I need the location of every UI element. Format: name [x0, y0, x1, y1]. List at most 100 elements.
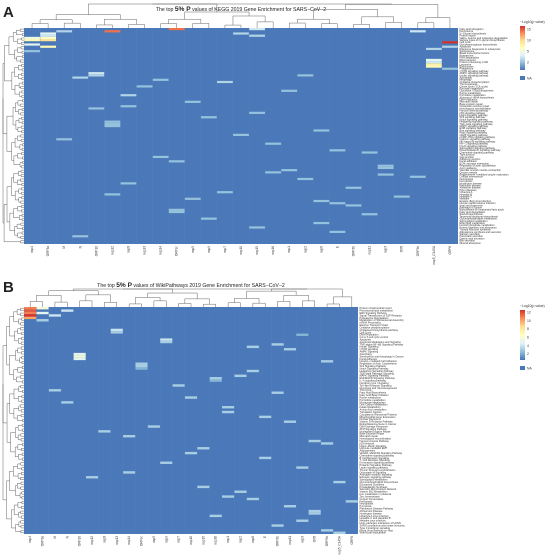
row-label: mTOR signaling — [360, 347, 379, 351]
row-label: Cell cycle — [460, 40, 472, 44]
column-dendrogram-branch — [48, 290, 99, 296]
heatmap-cell — [73, 357, 86, 361]
row-dendrogram-branch — [9, 212, 15, 232]
legend-na-label: NA — [527, 77, 532, 81]
heatmap-cell — [72, 235, 89, 238]
row-label: SARS coronavirus and innate immunity — [360, 523, 406, 527]
row-label: Mineral absorption — [460, 241, 482, 245]
chart-title-emphasis: 5% P — [116, 282, 132, 289]
row-label: Vitamin D Receptor Pathway — [360, 420, 394, 424]
heatmap-cell — [24, 43, 40, 46]
heatmap-cell — [222, 410, 235, 414]
column-dendrogram-branch — [73, 288, 173, 294]
heatmap-cell — [184, 197, 201, 200]
legend-tick-label: 5 — [527, 49, 529, 53]
heatmap-cell — [24, 36, 40, 40]
heatmap-cell — [333, 480, 346, 484]
heatmap-cell — [426, 47, 442, 51]
heatmap-cell — [329, 149, 346, 152]
row-label: Parkinson disease — [460, 183, 482, 187]
heatmap-cell — [200, 217, 217, 220]
row-dendrogram-branch — [18, 512, 22, 518]
row-label: Sphingolipid Metabolism — [360, 478, 388, 482]
heatmap-cell — [120, 94, 137, 97]
row-label: Lysosome — [460, 62, 472, 66]
row-label: NF−kappa B signaling pathway — [460, 139, 497, 143]
row-label: Hypoxia−mediated EMT — [360, 446, 388, 450]
heatmap-cell — [426, 65, 442, 68]
row-dendrogram-branch — [21, 165, 24, 169]
column-dendrogram-branch — [271, 288, 343, 297]
row-label: Peroxisome — [460, 29, 474, 33]
row-dendrogram-branch — [21, 472, 24, 476]
row-dendrogram-branch — [21, 209, 24, 213]
row-dendrogram-branch — [21, 121, 24, 125]
row-dendrogram-branch — [20, 530, 24, 534]
heatmap-cell — [296, 519, 309, 522]
heatmap-cell — [393, 195, 410, 198]
column-dendrogram-branch — [79, 300, 93, 307]
row-label: DNA replication — [460, 98, 478, 102]
heatmap-cell — [88, 74, 105, 77]
row-dendrogram-branch — [22, 81, 24, 85]
heatmap-cell — [249, 226, 265, 229]
column-dendrogram-branch — [31, 23, 49, 28]
row-dendrogram-branch — [20, 404, 24, 408]
row-label: Focal Adhesion — [360, 357, 378, 361]
heatmap-cell — [104, 124, 121, 128]
row-dendrogram-branch — [6, 403, 11, 443]
column-label: ORF10 — [94, 246, 98, 257]
row-dendrogram-branch — [22, 156, 24, 160]
column-label: nsp5 — [152, 536, 156, 543]
row-label: Pathways in cancer — [460, 206, 483, 210]
row-label: Ribosome biogenesis in eukaryotes — [460, 47, 502, 51]
row-dendrogram-branch — [21, 152, 24, 155]
row-label: Biosynthesis of unsaturated fatty acids — [460, 208, 505, 212]
row-dendrogram-branch — [21, 361, 24, 364]
row-label: Thyroid hormone synthesis — [460, 228, 492, 232]
row-label: Prion diseases — [460, 188, 478, 192]
row-label: FoxO signaling pathway — [460, 144, 488, 148]
column-label: nsp14 — [159, 246, 163, 255]
row-label: AMPK signaling pathway — [460, 71, 489, 75]
column-label: E — [335, 246, 339, 248]
column-label: N — [65, 535, 69, 538]
column-dendrogram-branch — [326, 303, 340, 307]
row-dendrogram-branch — [11, 177, 16, 196]
legend-tick-label: 4 — [527, 344, 529, 348]
panel-letter: B — [3, 279, 14, 296]
row-dendrogram-branch — [20, 322, 24, 326]
heatmap-cell — [98, 430, 111, 433]
row-label: Proteasome Degradation — [360, 316, 389, 320]
column-dendrogram-branch — [361, 16, 394, 25]
row-dendrogram-branch — [21, 187, 24, 191]
row-dendrogram-branch — [14, 85, 20, 95]
heatmap-cell — [296, 466, 309, 469]
row-dendrogram-branch — [20, 236, 24, 239]
row-label: Base excision repair — [460, 102, 483, 106]
row-label: Regulation of actin cytoskeleton — [460, 164, 497, 168]
column-dendrogram-branch — [168, 19, 202, 24]
row-label: Mitophagy — [460, 78, 473, 82]
row-label: Various types of N−glycan biosynthesis — [460, 38, 506, 42]
row-dendrogram-branch — [20, 112, 24, 116]
row-dendrogram-branch — [21, 501, 24, 505]
row-label: Protein processing in ER — [460, 60, 489, 64]
row-label: Bile secretion — [460, 239, 476, 243]
row-dendrogram-branch — [21, 399, 24, 403]
chart-title-pre: The top — [97, 283, 116, 289]
heatmap-cell — [73, 352, 86, 356]
heatmap-cell — [281, 89, 298, 92]
row-label: Measles virus infection — [360, 519, 387, 523]
heatmap-cell — [321, 360, 334, 363]
legend-title: −Log10(p value) — [520, 20, 545, 24]
row-dendrogram-branch — [21, 332, 24, 335]
column-label: nsp8 — [126, 246, 130, 253]
row-label: Huntington disease — [360, 511, 383, 515]
column-label: nsp2 — [303, 246, 307, 253]
row-dendrogram-branch — [19, 91, 22, 97]
row-dendrogram-branch — [17, 415, 23, 421]
heatmap-cell — [200, 116, 217, 119]
heatmap-cell — [345, 186, 362, 189]
row-dendrogram-branch — [21, 77, 24, 81]
